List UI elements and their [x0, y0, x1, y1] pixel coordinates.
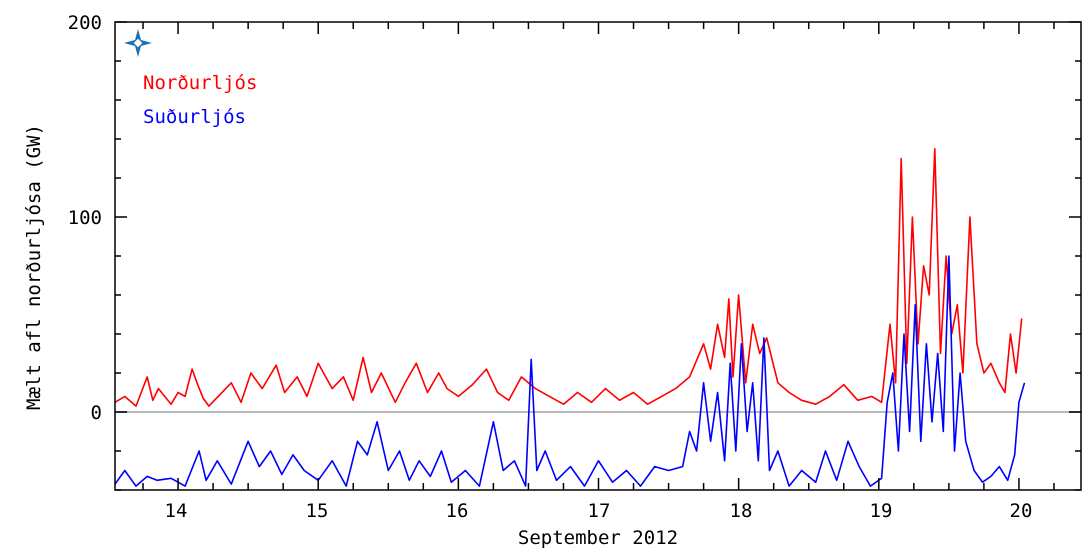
x-axis-title: September 2012	[518, 527, 678, 549]
legend-entry-nordurljos: Norðurljós	[143, 72, 257, 94]
series-group	[114, 148, 1026, 487]
x-tick-label-15: 15	[306, 500, 329, 522]
ticks-group	[115, 21, 1081, 491]
legend-entry-sudurljos: Suðurljós	[143, 106, 246, 128]
x-tick-label-16: 16	[446, 500, 469, 522]
x-tick-label-17: 17	[588, 500, 611, 522]
y-tick-label-0: 0	[91, 402, 102, 424]
y-tick-label-200: 200	[68, 12, 102, 34]
x-tick-label-18: 18	[730, 500, 753, 522]
x-tick-label-20: 20	[1010, 500, 1033, 522]
series-line-nordurljos	[114, 148, 1023, 407]
x-tick-label-14: 14	[165, 500, 188, 522]
y-axis-title: Mælt afl norðurljósa (GW)	[23, 124, 45, 410]
y-tick-label-100: 100	[68, 207, 102, 229]
series-line-sudurljos	[114, 255, 1026, 487]
x-tick-label-19: 19	[870, 500, 893, 522]
compass-star-icon	[124, 29, 152, 57]
